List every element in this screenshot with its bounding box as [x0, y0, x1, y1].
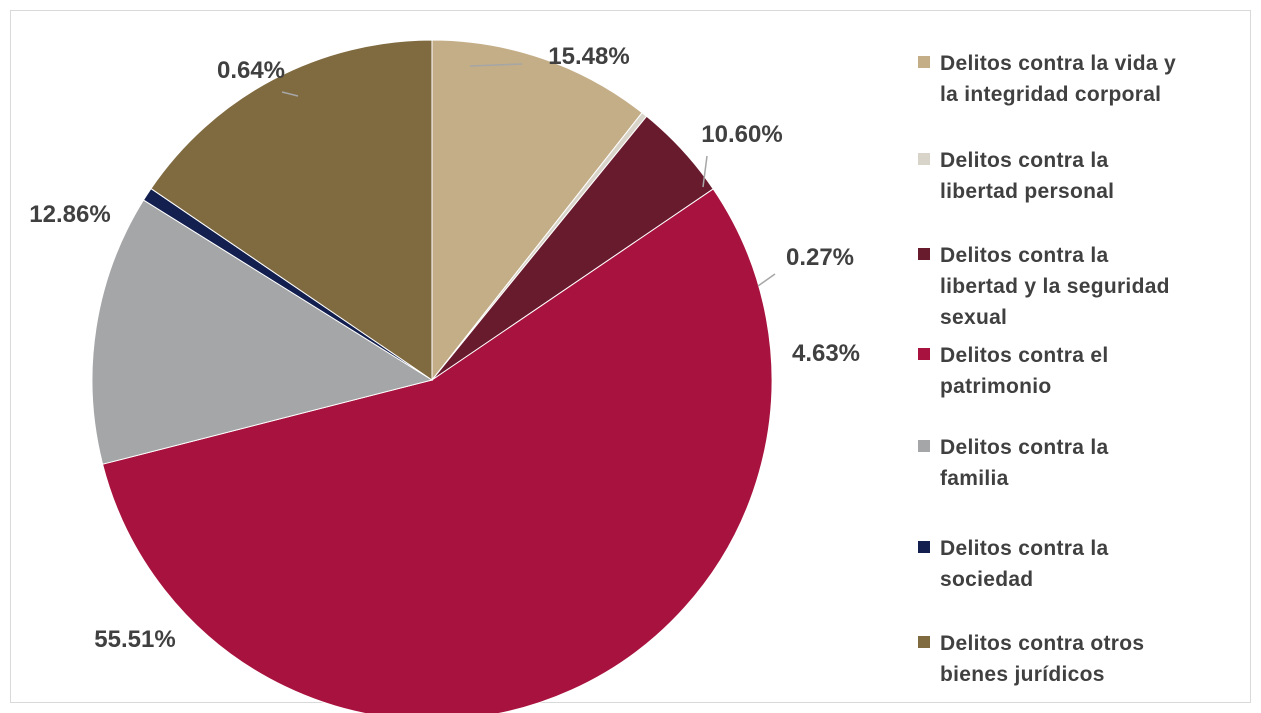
legend-label: Delitos contra la familia [940, 432, 1252, 494]
legend-label-line: familia [940, 467, 1009, 490]
legend-label-line: libertad personal [940, 180, 1115, 203]
data-label-delitos-contra-la-libertad-y-la-seguridad-sexual: 4.63% [792, 340, 860, 367]
legend-label-line: bienes jurídicos [940, 663, 1105, 686]
legend-label: Delitos contra la libertad personal [940, 145, 1252, 207]
legend-swatch [918, 248, 930, 260]
pie-slice-delitos-contra-la-vida-y-la-integridad-corporal [431, 39, 643, 382]
leader-line-delitos-contra-la-vida-y-la-integridad-corporal [702, 155, 708, 188]
data-label-delitos-contra-la-libertad-personal: 0.27% [786, 244, 854, 271]
legend-swatch [918, 440, 930, 452]
data-label-delitos-contra-la-familia: 12.86% [29, 201, 110, 228]
legend-swatch [918, 636, 930, 648]
data-label-delitos-contra-el-patrimonio: 55.51% [94, 626, 175, 653]
legend-label-line: Delitos contra la [940, 244, 1109, 267]
legend-swatch [918, 56, 930, 68]
legend-label: Delitos contra el patrimonio [940, 340, 1252, 402]
leader-line-delitos-contra-otros-bienes-juridicos [469, 63, 523, 67]
leader-line-delitos-contra-la-sociedad [281, 91, 299, 97]
legend-label: Delitos contra otros bienes jurídicos [940, 628, 1252, 690]
pie-slice-delitos-contra-el-patrimonio [101, 188, 773, 713]
leader-lines [281, 63, 776, 287]
legend-label: Delitos contra la sociedad [940, 533, 1252, 595]
legend-swatch [918, 348, 930, 360]
legend-swatch [918, 541, 930, 553]
legend-label: Delitos contra la vida y la integridad co… [940, 48, 1252, 110]
legend-label-line: sexual [940, 306, 1008, 329]
pie-slice-delitos-contra-la-familia [91, 199, 434, 465]
legend-label-line: libertad y la seguridad [940, 275, 1170, 298]
data-label-delitos-contra-la-sociedad: 0.64% [217, 57, 285, 84]
legend-label-line: Delitos contra la [940, 436, 1109, 459]
legend-label-line: Delitos contra el [940, 344, 1109, 367]
leader-line-delitos-contra-la-libertad-personal [757, 273, 776, 287]
data-label-delitos-contra-la-vida-y-la-integridad-corporal: 10.60% [701, 121, 782, 148]
legend-label-line: Delitos contra la [940, 149, 1109, 172]
legend-label-line: sociedad [940, 568, 1034, 591]
legend-label: Delitos contra la libertad y la seguridad… [940, 240, 1252, 333]
legend-label-line: Delitos contra otros [940, 632, 1145, 655]
legend-label-line: Delitos contra la vida y [940, 52, 1176, 75]
legend-label-line: Delitos contra la [940, 537, 1109, 560]
legend-swatch [918, 153, 930, 165]
pie-slice-delitos-contra-otros-bienes-juridicos [150, 39, 433, 381]
legend-label-line: patrimonio [940, 375, 1052, 398]
legend-label-line: la integridad corporal [940, 83, 1162, 106]
data-label-delitos-contra-otros-bienes-juridicos: 15.48% [548, 43, 629, 70]
data-labels: 10.60% 0.27% 4.63% 55.51% 12.86% 0.64% 15.48% [29, 43, 860, 653]
pie-slices [91, 39, 773, 713]
legend: Delitos contra la vida y la integridad co… [918, 0, 1253, 713]
